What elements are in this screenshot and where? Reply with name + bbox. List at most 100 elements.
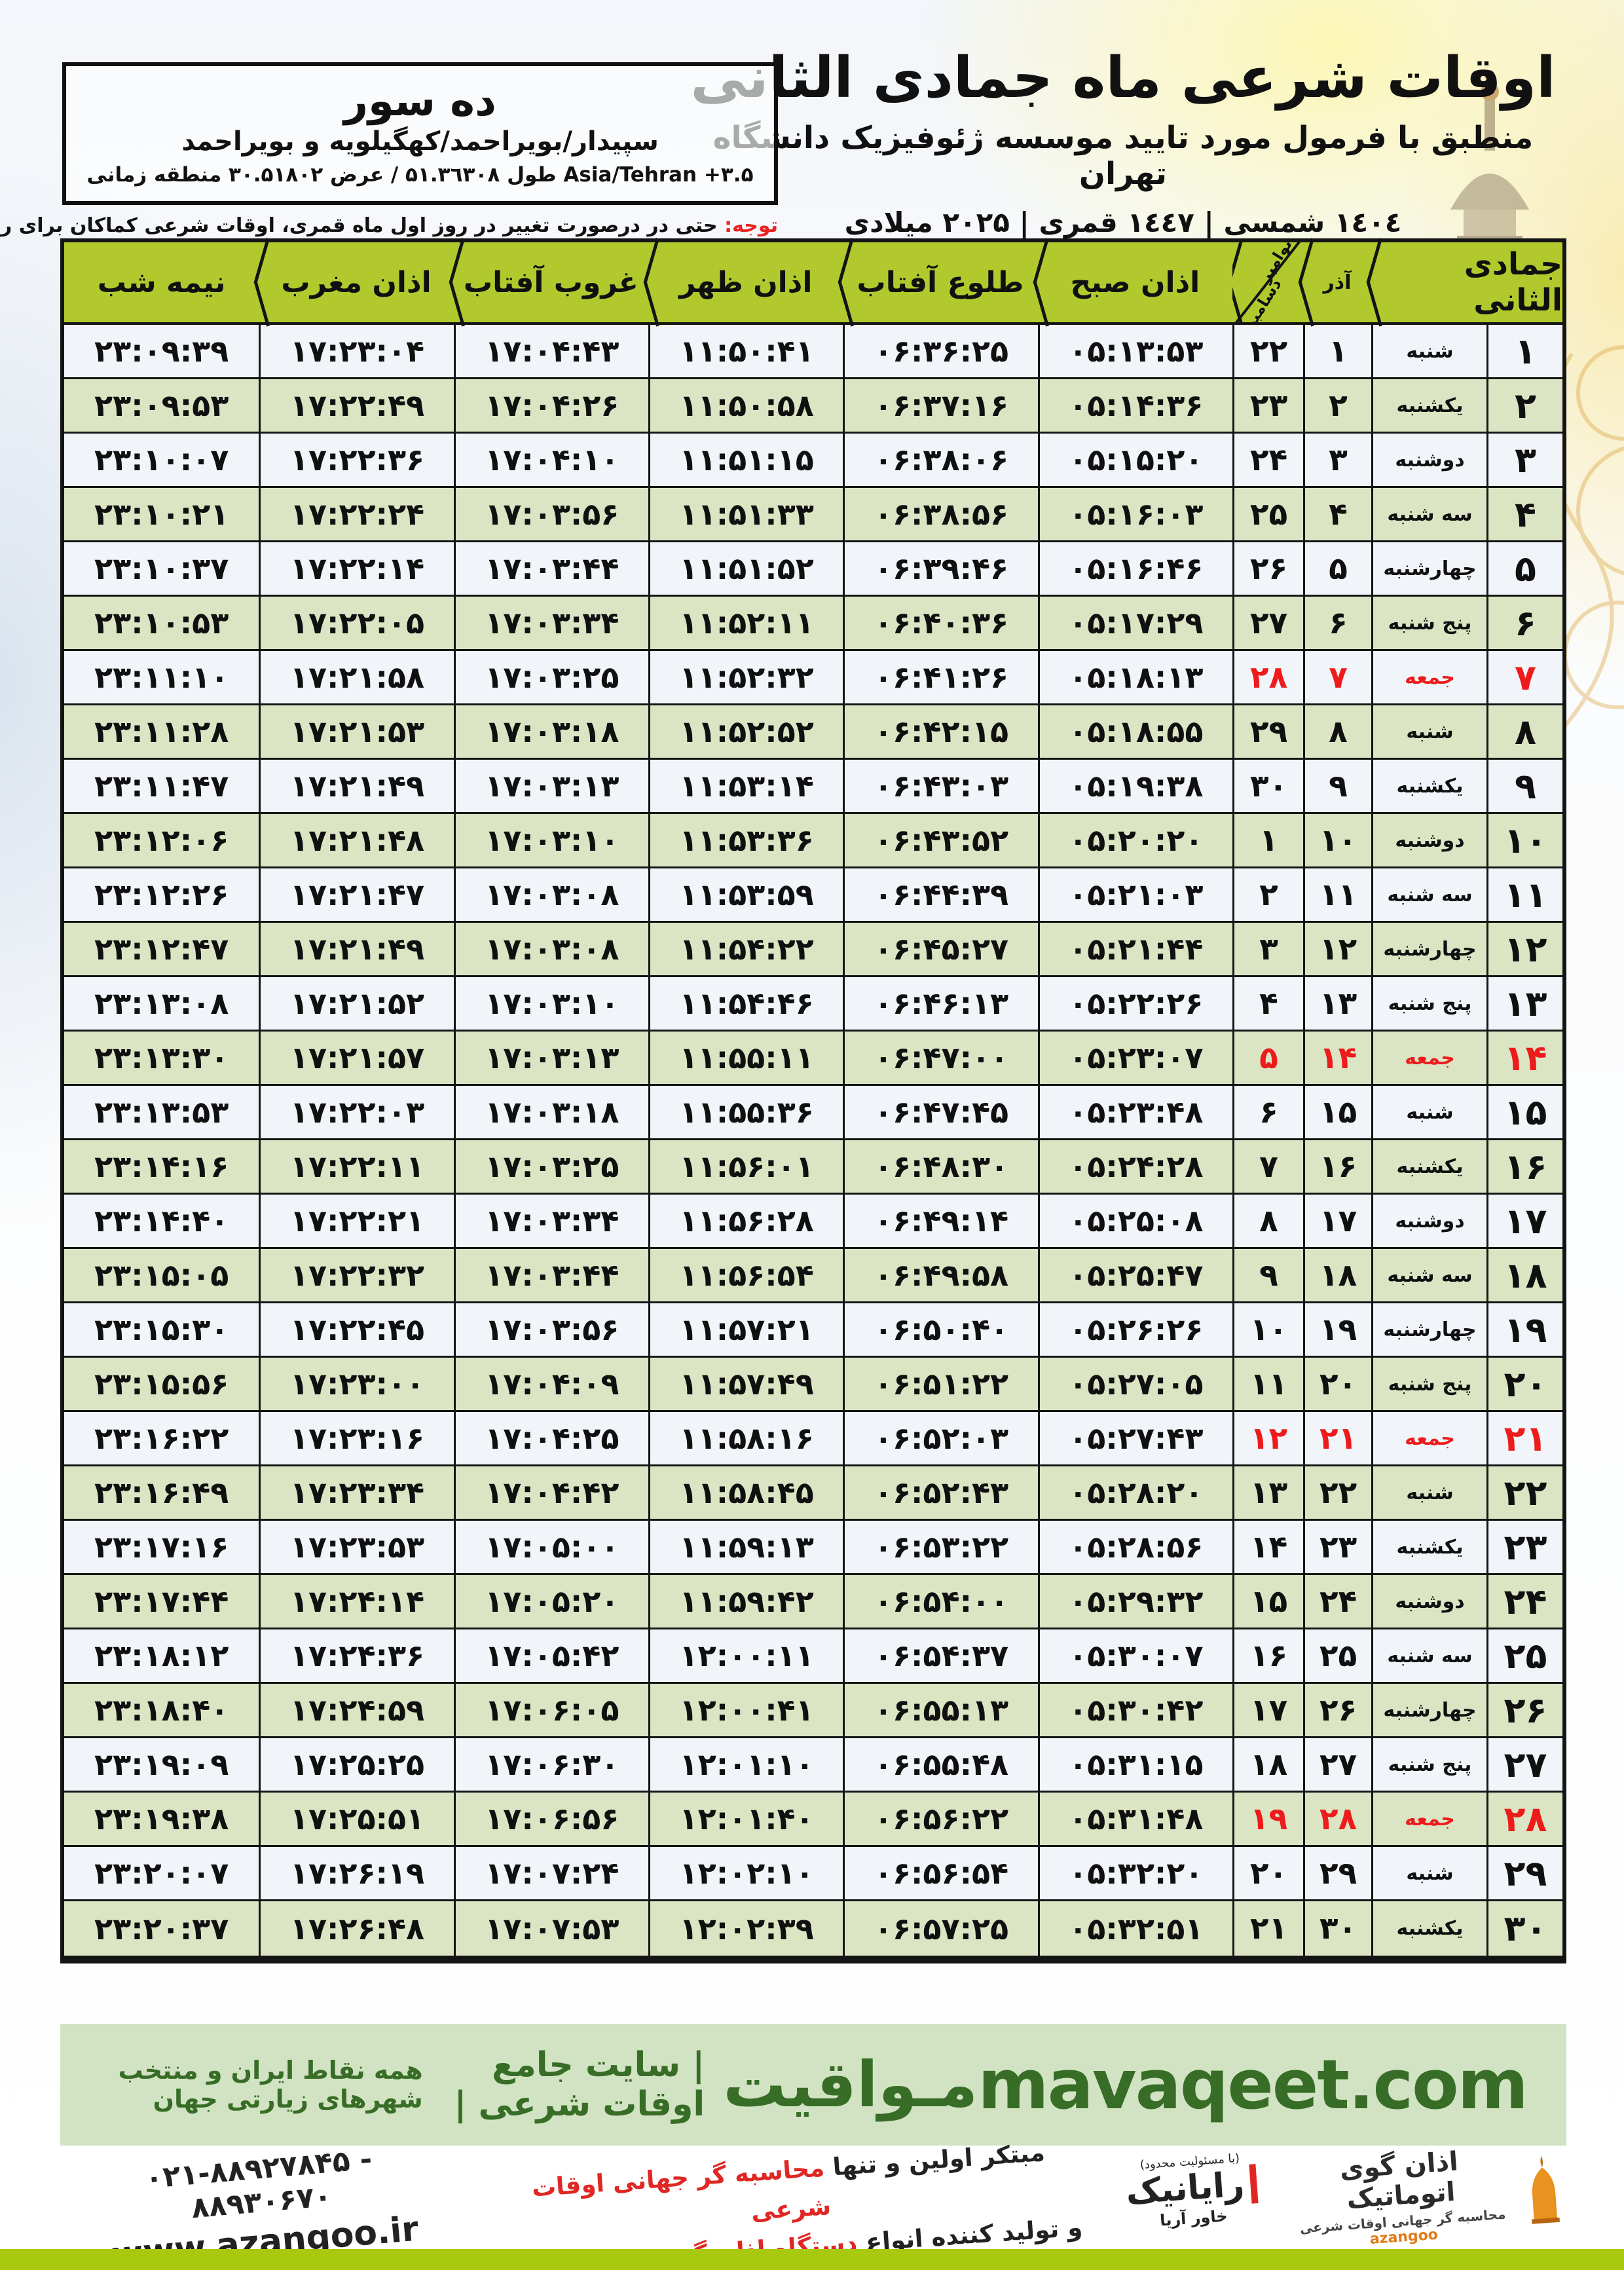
cell-weekday: پنج شنبه (1371, 597, 1486, 649)
cell-azar-date: ۵ (1303, 542, 1371, 595)
cell-azan-sobh: ۰۵:۳۲:۲۰ (1037, 1847, 1232, 1899)
cell-nimeh-shab: ۲۳:۱۸:۴۰ (94, 1692, 229, 1728)
cell-day-number: ۷ (1486, 651, 1562, 703)
cell-ghorub-aftab: ۱۷:۰۴:۲۵ (453, 1412, 648, 1464)
cell-tolu-aftab: ۰۶:۵۵:۴۸ (843, 1738, 1037, 1791)
cell-nimeh-shab: ۲۳:۱۳:۰۸ (94, 986, 229, 1021)
cell-azan-maghreb: ۱۷:۲۱:۴۹ (259, 760, 453, 812)
location-lat-long: طول ۵۱.۳٦۳۰۸ / عرض ۳۰.۵۱۸۰۲ منطقه زمانی (86, 163, 557, 187)
cell-day-number: ۶ (1486, 597, 1562, 649)
cell-ghorub-aftab: ۱۷:۰۴:۴۲ (453, 1466, 648, 1519)
cell-day-number: ۸ (1486, 705, 1562, 758)
bottom-green-bar (0, 2249, 1624, 2270)
cell-weekday: چهارشنبه (1371, 542, 1486, 595)
cell-weekday: شنبه (1371, 1847, 1486, 1899)
cell-tolu-aftab: ۰۶:۴۳:۰۳ (843, 760, 1037, 812)
cell-day-number: ۵ (1486, 542, 1562, 595)
table-row: ۲۷ پنج شنبه ۲۷ ۱۸ ۰۵:۳۱:۱۵ ۰۶:۵۵:۴۸ ۱۲:۰… (64, 1738, 1562, 1793)
table-row: ۵ چهارشنبه ۵ ۲۶ ۰۵:۱۶:۴۶ ۰۶:۳۹:۴۶ ۱۱:۵۱:… (64, 542, 1562, 597)
cell-gregorian-date: ۳ (1232, 923, 1303, 975)
cell-azan-maghreb: ۱۷:۲۳:۰۴ (259, 325, 453, 377)
cell-azan-zohr: ۱۲:۰۰:۱۱ (648, 1629, 843, 1682)
cell-day-number: ۲۸ (1486, 1793, 1562, 1845)
cell-gregorian-date: ۱۶ (1232, 1629, 1303, 1682)
table-row: ۲۵ سه شنبه ۲۵ ۱۶ ۰۵:۳۰:۰۷ ۰۶:۵۴:۳۷ ۱۲:۰۰… (64, 1629, 1562, 1684)
cell-azan-maghreb: ۱۷:۲۳:۵۳ (259, 1521, 453, 1573)
cell-weekday: جمعه (1371, 1793, 1486, 1845)
cell-tolu-aftab: ۰۶:۴۵:۲۷ (843, 923, 1037, 975)
cell-weekday: شنبه (1371, 705, 1486, 758)
cell-nimeh-shab: ۲۳:۱۲:۴۷ (94, 931, 229, 967)
cell-tolu-aftab: ۰۶:۵۴:۰۰ (843, 1575, 1037, 1628)
cell-azar-date: ۲۰ (1303, 1358, 1371, 1410)
cell-azan-sobh: ۰۵:۲۷:۴۳ (1037, 1412, 1232, 1464)
cell-azan-zohr: ۱۱:۵۳:۱۴ (648, 760, 843, 812)
cell-weekday: سه شنبه (1371, 488, 1486, 540)
cell-azan-sobh: ۰۵:۳۰:۰۷ (1037, 1629, 1232, 1682)
cell-day-number: ۱ (1486, 325, 1562, 377)
cell-azan-maghreb: ۱۷:۲۴:۵۹ (259, 1684, 453, 1736)
cell-azan-sobh: ۰۵:۲۷:۰۵ (1037, 1358, 1232, 1410)
cell-tolu-aftab: ۰۶:۴۸:۳۰ (843, 1140, 1037, 1193)
cell-tolu-aftab: ۰۶:۳۷:۱۶ (843, 379, 1037, 432)
cell-day-number: ۲۰ (1486, 1358, 1562, 1410)
cell-tolu-aftab: ۰۶:۵۶:۵۴ (843, 1847, 1037, 1899)
cell-ghorub-aftab: ۱۷:۰۳:۰۸ (453, 868, 648, 921)
cell-azan-zohr: ۱۱:۵۳:۵۹ (648, 868, 843, 921)
table-row: ۱۲ چهارشنبه ۱۲ ۳ ۰۵:۲۱:۴۴ ۰۶:۴۵:۲۷ ۱۱:۵۴… (64, 923, 1562, 977)
slogan-line1-red: محاسبه گر جهانی اوقات شرعی (530, 2153, 832, 2226)
cell-azan-zohr: ۱۱:۵۰:۵۸ (648, 379, 843, 432)
cell-azan-sobh: ۰۵:۲۴:۲۸ (1037, 1140, 1232, 1193)
cell-nimeh-shab: ۲۳:۱۰:۳۷ (94, 551, 229, 586)
cell-azan-maghreb: ۱۷:۲۲:۳۶ (259, 434, 453, 486)
cell-gregorian-date: ۲۰ (1232, 1847, 1303, 1899)
cell-ghorub-aftab: ۱۷:۰۶:۵۶ (453, 1793, 648, 1845)
azangoo-title: اذان گوی اتوماتیک (1338, 2146, 1460, 2215)
cell-azar-date: ۲۲ (1303, 1466, 1371, 1519)
table-row: ۱۸ سه شنبه ۱۸ ۹ ۰۵:۲۵:۴۷ ۰۶:۴۹:۵۸ ۱۱:۵۶:… (64, 1249, 1562, 1303)
cell-tolu-aftab: ۰۶:۴۹:۵۸ (843, 1249, 1037, 1301)
header-azan-maghreb: اذان مغرب (259, 242, 453, 322)
cell-day-number: ۲۲ (1486, 1466, 1562, 1519)
header-november-december: نوامبر دسامبر (1232, 242, 1303, 322)
cell-azan-maghreb: ۱۷:۲۱:۵۳ (259, 705, 453, 758)
location-timezone: Asia/Tehran +۳.۵ (563, 163, 754, 187)
cell-azar-date: ۱۶ (1303, 1140, 1371, 1193)
cell-azan-zohr: ۱۱:۵۷:۲۱ (648, 1303, 843, 1356)
cell-azan-zohr: ۱۱:۵۲:۵۲ (648, 705, 843, 758)
cell-nimeh-shab: ۲۳:۰۹:۵۳ (94, 388, 229, 423)
cell-gregorian-date: ۵ (1232, 1032, 1303, 1084)
cell-ghorub-aftab: ۱۷:۰۳:۴۴ (453, 542, 648, 595)
cell-azan-sobh: ۰۵:۲۱:۰۳ (1037, 868, 1232, 921)
years-line: ١٤٠٤ شمسی | ١٤٤٧ قمری | ۲۰۲۵ میلادی (844, 206, 1402, 238)
table-row: ۱۵ شنبه ۱۵ ۶ ۰۵:۲۳:۴۸ ۰۶:۴۷:۴۵ ۱۱:۵۵:۳۶ … (64, 1086, 1562, 1140)
cell-day-number: ۹ (1486, 760, 1562, 812)
cell-azan-sobh: ۰۵:۲۱:۴۴ (1037, 923, 1232, 975)
table-header-row: جمادی الثانی آذر نوامبر دسامبر اذان صبح … (64, 242, 1562, 325)
cell-tolu-aftab: ۰۶:۴۹:۱۴ (843, 1195, 1037, 1247)
mavaqeet-subtitle-fa: | سایت جامع اوقات شرعی | (454, 2045, 705, 2124)
cell-azar-date: ۶ (1303, 597, 1371, 649)
cell-tolu-aftab: ۰۶:۳۶:۲۵ (843, 325, 1037, 377)
cell-nimeh-shab: ۲۳:۱۰:۰۷ (94, 442, 229, 477)
cell-azan-zohr: ۱۱:۵۶:۵۴ (648, 1249, 843, 1301)
cell-day-number: ۳ (1486, 434, 1562, 486)
cell-weekday: یکشنبه (1371, 1901, 1486, 1956)
header-azar: آذر (1303, 242, 1371, 322)
cell-nimeh-shab: ۲۳:۱۵:۵۶ (94, 1366, 229, 1402)
cell-ghorub-aftab: ۱۷:۰۳:۵۶ (453, 488, 648, 540)
cell-weekday: دوشنبه (1371, 1575, 1486, 1628)
cell-azan-sobh: ۰۵:۳۲:۵۱ (1037, 1901, 1232, 1956)
cell-nimeh-shab: ۲۳:۱۱:۱۰ (94, 660, 229, 695)
cell-weekday: یکشنبه (1371, 1140, 1486, 1193)
cell-azar-date: ۱۰ (1303, 814, 1371, 866)
cell-nimeh-shab: ۲۳:۱۷:۴۴ (94, 1584, 229, 1619)
cell-azan-sobh: ۰۵:۲۳:۴۸ (1037, 1086, 1232, 1138)
cell-azar-date: ۱۹ (1303, 1303, 1371, 1356)
cell-day-number: ۲۳ (1486, 1521, 1562, 1573)
cell-weekday: دوشنبه (1371, 1195, 1486, 1247)
cell-gregorian-date: ۲ (1232, 868, 1303, 921)
cell-ghorub-aftab: ۱۷:۰۳:۱۳ (453, 760, 648, 812)
cell-weekday: سه شنبه (1371, 1249, 1486, 1301)
table-row: ۲۱ جمعه ۲۱ ۱۲ ۰۵:۲۷:۴۳ ۰۶:۵۲:۰۳ ۱۱:۵۸:۱۶… (64, 1412, 1562, 1466)
